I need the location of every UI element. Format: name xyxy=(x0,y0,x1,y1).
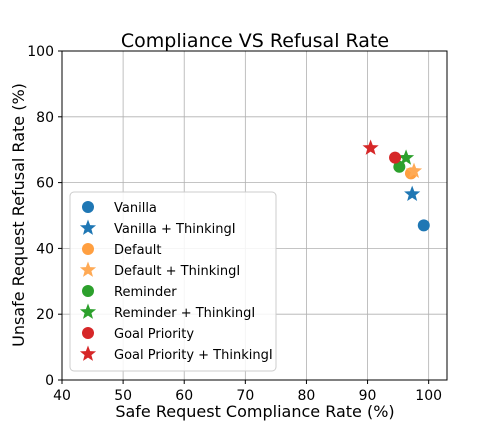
legend-marker xyxy=(82,201,94,213)
y-tick-label: 100 xyxy=(27,44,54,60)
y-axis-ticks: 0 20 40 60 80 100 xyxy=(27,44,62,389)
legend-marker xyxy=(79,345,97,361)
circle-point xyxy=(417,219,430,232)
x-tick-label: 70 xyxy=(236,388,254,404)
x-tick-label: 80 xyxy=(298,388,316,404)
y-tick-label: 20 xyxy=(36,307,54,323)
legend-marker xyxy=(82,243,94,255)
y-tick-label: 60 xyxy=(36,176,54,192)
x-tick-label: 60 xyxy=(175,388,193,404)
star-point xyxy=(362,139,379,155)
y-tick-label: 40 xyxy=(36,241,54,257)
y-tick-label: 80 xyxy=(36,110,54,126)
legend-label: Default + ThinkingI xyxy=(114,264,240,279)
x-axis-ticks: 40 50 60 70 80 90 100 xyxy=(53,380,442,404)
plot-area xyxy=(61,50,448,381)
legend-items: Vanilla Vanilla + ThinkingI Default Default… xyxy=(79,201,273,363)
legend-marker xyxy=(82,285,94,297)
legend-marker xyxy=(79,261,97,277)
x-tick-label: 40 xyxy=(53,388,71,404)
star-point xyxy=(397,149,415,165)
legend-marker xyxy=(82,327,94,339)
x-tick-label: 100 xyxy=(415,388,442,404)
star-point xyxy=(404,185,421,201)
legend-label: Default xyxy=(114,243,162,258)
legend-label: Vanilla + ThinkingI xyxy=(114,222,236,237)
legend-box xyxy=(69,191,277,372)
legend-label: Goal Priority + ThinkingI xyxy=(114,348,273,363)
legend-label: Reminder + ThinkingI xyxy=(114,306,255,321)
circle-point xyxy=(389,151,402,164)
x-tick-label: 90 xyxy=(359,388,377,404)
legend-label: Vanilla xyxy=(114,201,157,216)
chart-title: Compliance VS Refusal Rate xyxy=(121,30,389,52)
legend-label: Goal Priority xyxy=(114,327,194,342)
y-axis-label: Unsafe Request Refusal Rate (%) xyxy=(9,83,28,347)
legend-marker xyxy=(79,219,97,235)
star-point xyxy=(405,162,423,178)
x-axis-label: Safe Request Compliance Rate (%) xyxy=(115,402,394,421)
y-tick-label: 0 xyxy=(45,373,54,389)
data-points xyxy=(362,139,430,232)
legend-marker xyxy=(79,303,97,319)
legend: Vanilla Vanilla + ThinkingI Default Default… xyxy=(69,191,277,372)
x-tick-label: 50 xyxy=(114,388,132,404)
legend-label: Reminder xyxy=(114,285,177,300)
